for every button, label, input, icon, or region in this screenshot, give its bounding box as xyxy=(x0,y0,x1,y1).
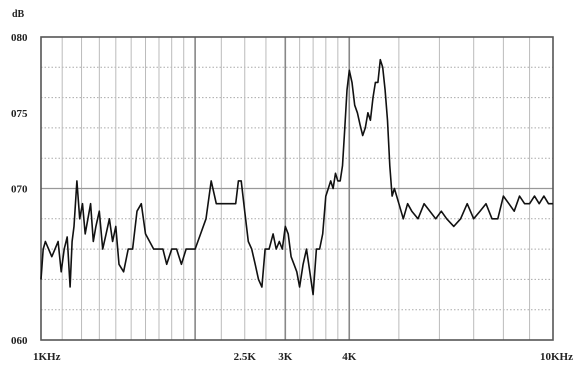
x-tick-label: 3K xyxy=(278,351,293,363)
y-tick-label: 060 xyxy=(11,335,28,347)
x-tick-label: 10KHz xyxy=(540,351,573,363)
x-tick-label: 4K xyxy=(342,351,357,363)
y-tick-labels: 080 075 070 060 xyxy=(11,32,28,347)
y-tick-label: 070 xyxy=(11,184,28,196)
y-tick-label: 080 xyxy=(11,32,28,44)
major-gridlines xyxy=(41,37,553,340)
plot-frame xyxy=(40,36,554,341)
x-tick-labels: 1KHz 2.5K 3K 4K 10KHz xyxy=(33,351,573,363)
x-tick-label: 2.5K xyxy=(234,351,257,363)
y-tick-label: 075 xyxy=(11,108,28,120)
series-layer xyxy=(40,58,553,296)
y-unit-label: dB xyxy=(12,9,25,20)
series-line-0 xyxy=(40,58,553,296)
x-tick-label: 1KHz xyxy=(33,351,61,363)
